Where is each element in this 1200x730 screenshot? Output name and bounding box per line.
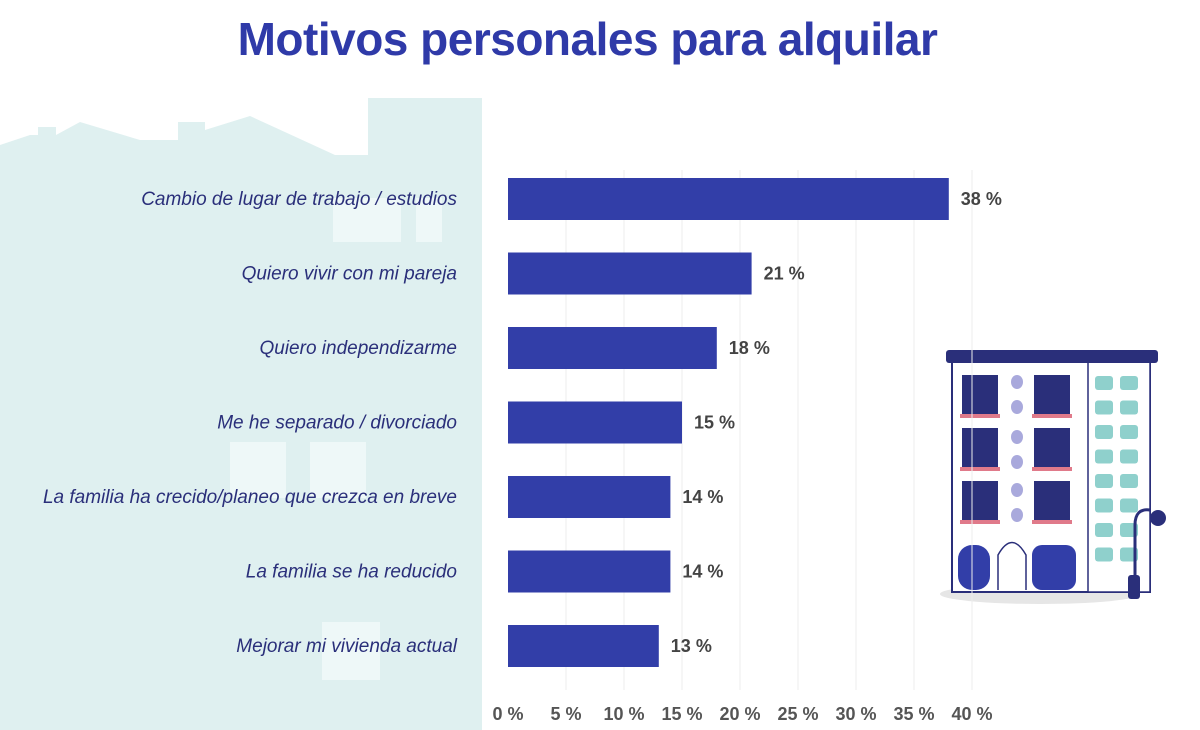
window-shapes (230, 198, 442, 680)
category-label: La familia ha crecido/planeo que crezca … (43, 487, 457, 508)
x-tick-label: 0 % (492, 704, 523, 724)
x-tick-label: 25 % (777, 704, 818, 724)
bar (508, 625, 659, 667)
x-tick-label: 5 % (550, 704, 581, 724)
bar (508, 252, 752, 295)
building-illustration (940, 350, 1166, 604)
x-tick-label: 30 % (835, 704, 876, 724)
value-label: 21 % (764, 264, 805, 284)
bar (508, 327, 717, 369)
house-silhouette (0, 98, 482, 730)
bar (508, 401, 682, 444)
value-label: 14 % (682, 562, 723, 582)
category-label: Me he separado / divorciado (217, 413, 457, 434)
category-label: Quiero vivir con mi pareja (242, 264, 457, 285)
value-label: 14 % (682, 487, 723, 507)
x-tick-label: 10 % (603, 704, 644, 724)
category-label: Cambio de lugar de trabajo / estudios (141, 189, 457, 210)
chart-title: Motivos personales para alquilar (237, 13, 938, 65)
category-label: Quiero independizarme (259, 338, 457, 359)
x-tick-label: 15 % (661, 704, 702, 724)
x-tick-label: 35 % (893, 704, 934, 724)
x-tick-label: 40 % (951, 704, 992, 724)
category-label: Mejorar mi vivienda actual (236, 636, 457, 657)
value-label: 38 % (961, 189, 1002, 209)
x-tick-label: 20 % (719, 704, 760, 724)
bar (508, 476, 671, 518)
category-label: La familia se ha reducido (246, 562, 457, 583)
value-label: 18 % (729, 338, 770, 358)
bar (508, 178, 949, 220)
value-label: 13 % (671, 636, 712, 656)
bar (508, 550, 671, 593)
value-label: 15 % (694, 413, 735, 433)
